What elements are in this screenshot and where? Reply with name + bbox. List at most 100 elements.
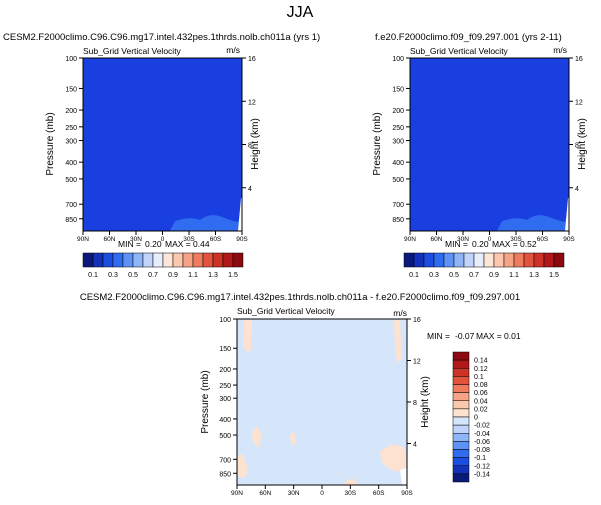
panel-diff: CESM2.F2000climo.C96.C96.mg17.intel.432p… — [80, 292, 521, 497]
panel-2-min-label: MIN = — [445, 239, 468, 249]
panel-1-max-value: 0.44 — [193, 239, 210, 249]
colorbar-swatch — [452, 351, 470, 361]
colorbar-label: -0.14 — [474, 471, 490, 478]
panel-2-variable: Sub_Grid Vertical Velocity — [410, 46, 509, 56]
y-tick-label: 250 — [219, 383, 231, 390]
colorbar-swatch — [182, 252, 194, 268]
colorbar-swatch — [493, 252, 505, 268]
y-tick-label: 850 — [219, 471, 231, 478]
colorbar-swatch — [452, 384, 470, 393]
panel-diff-field — [237, 319, 407, 485]
colorbar-swatch — [452, 376, 470, 385]
colorbar-swatch — [523, 252, 535, 268]
y-tick-label: 700 — [392, 202, 404, 209]
y-right-tick-label: 16 — [575, 56, 583, 63]
panel-diff-anomaly-c — [252, 426, 262, 448]
x-tick-label: 60N — [259, 490, 271, 497]
y-tick-label: 400 — [65, 160, 77, 167]
colorbar-swatch — [112, 252, 124, 268]
colorbar-swatch — [452, 416, 470, 426]
colorbar-swatch — [212, 252, 224, 268]
panel-diff-min-label: MIN = — [427, 331, 450, 341]
y-tick-label: 100 — [392, 56, 404, 63]
y-tick-label: 500 — [219, 433, 231, 440]
panel-diff-anomaly-f — [380, 444, 407, 472]
colorbar-label: 0.04 — [474, 398, 488, 405]
colorbar-swatch — [102, 252, 114, 268]
colorbar-swatch — [132, 252, 144, 268]
y-tick-label: 100 — [65, 56, 77, 63]
panel-2-ylabel-right: Height (km) — [577, 118, 588, 170]
y-tick-label: 850 — [65, 217, 77, 224]
colorbar-swatch — [452, 359, 470, 369]
colorbar-swatch — [452, 392, 470, 401]
panel-diff-x-ticks: 90N 60N 30N 0 30S 60S 90S — [231, 485, 413, 497]
y-right-tick-label: 12 — [575, 99, 583, 106]
panel-diff-title: CESM2.F2000climo.C96.C96.mg17.intel.432p… — [80, 292, 520, 303]
panel-2-max-label: MAX = — [492, 239, 518, 249]
y-tick-label: 700 — [219, 457, 231, 464]
colorbar-label: 0.5 — [449, 272, 459, 279]
panel-2-ylabel: Pressure (mb) — [372, 112, 383, 175]
colorbar-swatch — [503, 252, 515, 268]
x-tick-label: 30S — [345, 490, 357, 497]
y-right-tick-label: 4 — [413, 442, 417, 449]
colorbar-label: -0.02 — [474, 423, 490, 430]
colorbar-label: 1.1 — [509, 272, 519, 279]
y-tick-label: 700 — [65, 202, 77, 209]
panel-diff-variable: Sub_Grid Vertical Velocity — [237, 306, 336, 316]
y-tick-label: 150 — [392, 86, 404, 93]
colorbar-swatch — [453, 252, 465, 268]
colorbar-swatch — [423, 252, 435, 268]
panel-2-max-value: 0.52 — [520, 239, 537, 249]
x-tick-label: 60S — [373, 490, 385, 497]
colorbar-label: 0.3 — [429, 272, 439, 279]
figure-title: JJA — [287, 4, 314, 21]
panel-2-x-ticks: 90N 60N 30N 0 30S 60S 90S — [404, 231, 575, 243]
x-tick-label: 60N — [104, 236, 116, 243]
y-tick-label: 400 — [392, 160, 404, 167]
panel-diff-y-ticks: 100 150 200 250 300 400 500 700 850 16 12 8 4 — [219, 317, 421, 478]
x-tick-label: 30S — [510, 236, 522, 243]
colorbar-label: 1.3 — [529, 272, 539, 279]
panel-2-y-ticks: 100 150 200 250 300 400 500 700 850 16 12 8 4 — [392, 56, 583, 224]
panel-diff-ylabel-right: Height (km) — [420, 376, 431, 428]
panel-2: f.e20.F2000climo.f09_f09.297.001 (yrs 2-… — [372, 32, 588, 249]
panel-1-title: CESM2.F2000climo.C96.C96.mg17.intel.432p… — [3, 32, 320, 43]
colorbar-swatch — [152, 252, 164, 268]
y-right-tick-label: 4 — [248, 186, 252, 193]
colorbar-swatch — [433, 252, 445, 268]
panel-1-ylabel-right: Height (km) — [250, 118, 261, 170]
y-tick-label: 300 — [392, 139, 404, 146]
x-tick-label: 30N — [130, 236, 142, 243]
panel-1: CESM2.F2000climo.C96.C96.mg17.intel.432p… — [3, 32, 320, 249]
y-tick-label: 400 — [219, 417, 231, 424]
colorbar-swatch — [162, 252, 174, 268]
x-tick-label: 90S — [236, 236, 248, 243]
colorbar-label: 0.7 — [148, 272, 158, 279]
y-right-tick-label: 8 — [575, 143, 579, 150]
colorbar-swatch — [92, 252, 104, 268]
colorbar-swatch — [232, 252, 244, 268]
colorbar-label: 1.5 — [549, 272, 559, 279]
panel-2-units: m/s — [553, 45, 567, 55]
colorbar-label: 1.1 — [188, 272, 198, 279]
x-tick-label: 90N — [77, 236, 89, 243]
panel-1-y-ticks: 100 150 200 250 300 400 500 700 850 16 12 8 4 — [65, 56, 256, 224]
x-tick-label: 90S — [401, 490, 413, 497]
colorbar-label: -0.06 — [474, 439, 490, 446]
colorbar-swatch — [452, 441, 470, 450]
colorbar-label: -0.08 — [474, 447, 490, 454]
colorbar-label: 0.14 — [474, 358, 488, 365]
x-tick-label: 60S — [537, 236, 549, 243]
colorbar-label: 1.3 — [208, 272, 218, 279]
y-tick-label: 100 — [219, 317, 231, 324]
colorbar-label: 0.1 — [474, 374, 484, 381]
x-tick-label: 0 — [320, 490, 324, 497]
y-right-tick-label: 4 — [575, 186, 579, 193]
colorbar-label: -0.04 — [474, 431, 490, 438]
x-tick-label: 0 — [488, 236, 492, 243]
x-tick-label: 60N — [431, 236, 443, 243]
y-tick-label: 300 — [219, 396, 231, 403]
